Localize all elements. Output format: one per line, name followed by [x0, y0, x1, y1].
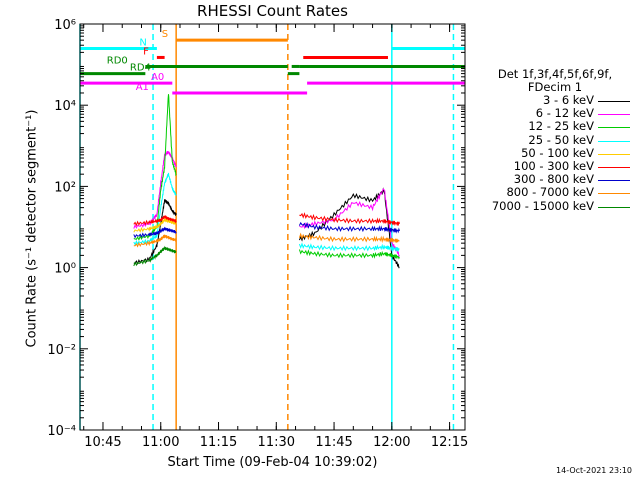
series-line-after-gap-1 [299, 188, 400, 258]
legend-entry-1: 6 - 12 keV [480, 107, 630, 120]
x-tick-label-6: 12:15 [431, 435, 468, 450]
footer-timestamp: 14-Oct-2021 23:10 [556, 466, 632, 475]
series-line-after-gap-3 [298, 242, 400, 253]
series-line-0 [133, 198, 177, 265]
legend-label-2: 12 - 25 keV [528, 119, 594, 134]
series-line-6 [133, 226, 177, 239]
series-line-3 [133, 172, 177, 246]
legend-swatch-3 [598, 140, 630, 142]
series-line-4 [133, 217, 177, 233]
chart-legend: Det 1f,3f,4f,5f,6f,9f, FDecim 1 3 - 6 ke… [480, 68, 630, 213]
x-tick-label-4: 11:45 [315, 435, 352, 450]
legend-entry-6: 300 - 800 keV [480, 173, 630, 186]
legend-entry-5: 100 - 300 keV [480, 158, 630, 173]
legend-label-4: 50 - 100 keV [521, 145, 594, 160]
legend-swatch-6 [598, 180, 630, 182]
series-line-1 [133, 150, 177, 229]
series-line-after-gap-2 [298, 249, 400, 260]
legend-swatch-2 [598, 127, 630, 129]
state-bar-label-n: N [139, 37, 146, 48]
legend-header-line-2: FDecim 1 [527, 80, 583, 94]
series-line-after-gap-6 [298, 232, 400, 244]
y-tick-label-5: 10⁶ [54, 18, 76, 33]
state-bar-label-a1: A1 [136, 82, 149, 93]
legend-swatch-0 [598, 101, 630, 102]
legend-swatch-7 [598, 193, 630, 195]
legend-entry-4: 50 - 100 keV [480, 145, 630, 160]
legend-label-1: 6 - 12 keV [535, 106, 594, 121]
x-tick-label-3: 11:30 [258, 435, 295, 450]
legend-label-8: 7000 - 15000 keV [491, 198, 594, 213]
state-bar-label-f: F [143, 46, 149, 57]
series-line-5 [133, 214, 177, 227]
series-line-7 [133, 234, 177, 248]
x-axis-label: Start Time (09-Feb-04 10:39:02) [167, 455, 378, 470]
legend-label-7: 800 - 7000 keV [506, 185, 594, 200]
legend-entry-8: 7000 - 15000 keV [480, 198, 630, 213]
y-tick-label-3: 10² [54, 180, 76, 195]
state-bar-label-rd0: RD0 [107, 55, 128, 66]
series-line-8 [133, 245, 177, 267]
legend-swatch-8 [598, 206, 630, 208]
series-line-after-gap-0 [298, 187, 400, 269]
state-bar-label-rd4: RD4 [130, 63, 151, 74]
y-tick-label-2: 10⁰ [54, 262, 76, 277]
legend-entry-3: 25 - 50 keV [480, 132, 630, 147]
y-axis-label: Count Rate (s⁻¹ detector segment⁻¹) [24, 109, 40, 348]
y-tick-label-4: 10⁴ [54, 99, 76, 114]
legend-label-3: 25 - 50 keV [528, 132, 594, 147]
y-tick-label-0: 10⁻⁴ [47, 424, 76, 439]
legend-label-6: 300 - 800 keV [513, 172, 594, 187]
x-tick-label-0: 10:45 [84, 435, 121, 450]
x-tick-label-2: 11:15 [200, 435, 237, 450]
plot-frame [79, 23, 466, 431]
y-tick-label-1: 10⁻² [47, 343, 76, 358]
chart-title: RHESSI Count Rates [197, 2, 348, 20]
legend-label-0: 3 - 6 keV [543, 93, 594, 107]
legend-entry-7: 800 - 7000 keV [480, 186, 630, 199]
legend-entry-2: 12 - 25 keV [480, 120, 630, 133]
legend-swatch-1 [598, 114, 630, 116]
legend-label-5: 100 - 300 keV [513, 158, 594, 173]
state-bar-label-a0: A0 [151, 72, 164, 83]
legend-swatch-4 [598, 153, 630, 155]
state-bar-label-s: S [162, 29, 168, 40]
series-line-after-gap-4 [299, 212, 400, 227]
series-line-after-gap-5 [298, 221, 400, 234]
legend-header-line-1: Det 1f,3f,4f,5f,6f,9f, [497, 67, 613, 81]
legend-swatch-5 [598, 166, 630, 168]
legend-entry-0: 3 - 6 keV [480, 94, 630, 107]
x-tick-label-5: 12:00 [373, 435, 410, 450]
x-tick-label-1: 11:00 [142, 435, 179, 450]
